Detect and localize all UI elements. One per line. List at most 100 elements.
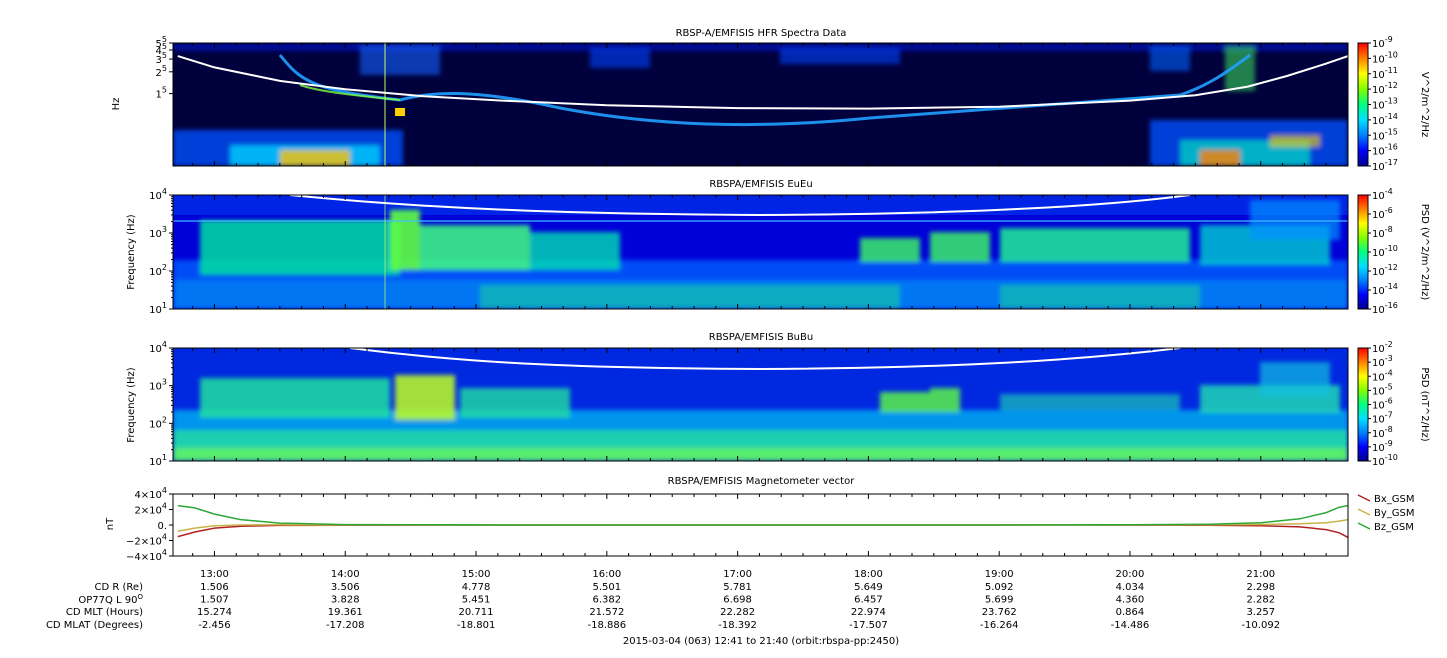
mag-legend: Bx_GSM By_GSM Bz_GSM [1357, 494, 1415, 533]
bubu-ytick-label-exponent: 2 [162, 415, 167, 424]
bubu-spectrogram [173, 348, 1348, 461]
bubu-ytick-label-exponent: 4 [162, 340, 167, 349]
hfr-panel: RBSP-A/EMFISIS HFR Spectra Data [111, 28, 1430, 173]
bubu-cb-tick-label: 10-6 [1372, 397, 1393, 412]
bubu-cb-tick-label: 10-9 [1372, 439, 1393, 454]
hfr-title: RBSP-A/EMFISIS HFR Spectra Data [676, 28, 847, 39]
bubu-cb-tick-label-mantissa: 10 [1372, 443, 1385, 454]
eueu-cb-tick-label-exponent: -10 [1385, 244, 1398, 253]
eph-value: 2.282 [1246, 595, 1275, 606]
hfr-cb-tick-label-exponent: -16 [1385, 143, 1398, 152]
eph-value: -10.092 [1241, 620, 1280, 631]
bubu-cb-tick-label-exponent: -9 [1385, 439, 1393, 448]
hfr-ytick-label-exponent: 5 [162, 86, 167, 95]
hfr-cb-tick-label-mantissa: 10 [1372, 131, 1385, 142]
bubu-cb-tick-label-mantissa: 10 [1372, 358, 1385, 369]
mag-ytick-label-mantissa: 0. [157, 521, 167, 532]
eph-label-r: CD R (Re) [95, 582, 144, 593]
bubu-cb-tick-label-exponent: -7 [1385, 411, 1393, 420]
ephemeris-table: CD R (Re) OP77Q L 90O CD MLT (Hours) CD … [46, 582, 1280, 631]
mag-ytick-label-mantissa: −2×10 [126, 537, 162, 548]
hfr-cb-tick-label: 10-10 [1372, 50, 1398, 65]
hfr-cb-tick-label: 10-15 [1372, 127, 1398, 142]
eueu-ytick-label-exponent: 3 [162, 225, 167, 234]
eueu-ytick-label-exponent: 1 [162, 301, 167, 310]
hfr-cb-tick-label-mantissa: 10 [1372, 116, 1385, 127]
eueu-cb-tick-label-mantissa: 10 [1372, 248, 1385, 259]
hfr-cb-tick-label: 10-17 [1372, 158, 1398, 173]
mag-title: RBSPA/EMFISIS Magnetometer vector [668, 476, 856, 487]
bubu-cb-tick-label-exponent: -10 [1385, 453, 1398, 462]
eph-value: 21.572 [589, 607, 624, 618]
hfr-ytick-label-exponent: 5 [162, 51, 167, 60]
bubu-cb-tick-label-exponent: -5 [1385, 382, 1393, 391]
eueu-ytick-label: 103 [149, 225, 167, 240]
eph-value: 3.828 [331, 595, 360, 606]
mag-ytick-label-exponent: 4 [162, 502, 167, 511]
hfr-cb-tick-label-exponent: -14 [1385, 112, 1398, 121]
hfr-y-label: Hz [111, 98, 122, 111]
hfr-ytick-label-exponent: 5 [162, 42, 167, 51]
mag-ytick-label-mantissa: −4×10 [126, 552, 162, 563]
eph-value: 5.781 [723, 582, 752, 593]
time-tick-label: 20:00 [1116, 569, 1145, 580]
mag-panel: RBSPA/EMFISIS Magnetometer vector 4×1042… [105, 476, 1415, 563]
mag-legend-swatch [1357, 508, 1371, 516]
eph-value: 15.274 [197, 607, 232, 618]
eueu-cb-tick-label-exponent: -8 [1385, 225, 1393, 234]
eueu-ytick-label-exponent: 4 [162, 187, 167, 196]
eueu-ytick-label-mantissa: 10 [149, 191, 162, 202]
hfr-cb-tick-label-mantissa: 10 [1372, 147, 1385, 158]
mag-ytick-label: 0. [157, 521, 167, 532]
hfr-cb-tick-label: 10-11 [1372, 66, 1398, 81]
bubu-cb-tick-label-exponent: -3 [1385, 354, 1393, 363]
eph-value: 2.298 [1246, 582, 1275, 593]
bubu-colorbar-label: PSD (nT^2/Hz) [1419, 367, 1430, 441]
hfr-cb-tick-label: 10-16 [1372, 143, 1398, 158]
time-tick-label: 16:00 [592, 569, 621, 580]
bubu-ytick-label: 104 [149, 340, 167, 355]
mag-ytick-label: 2×104 [134, 502, 167, 517]
eueu-cb-tick-label-mantissa: 10 [1372, 286, 1385, 297]
hfr-cb-tick-label-mantissa: 10 [1372, 85, 1385, 96]
eueu-title: RBSPA/EMFISIS EuEu [709, 179, 812, 190]
hfr-ytick-label-mantissa: 3 [156, 55, 162, 66]
hfr-ytick-label-mantissa: 4 [156, 46, 162, 57]
eph-value: -18.801 [457, 620, 496, 631]
bubu-cb-tick-label-exponent: -4 [1385, 368, 1393, 377]
eueu-ytick-label-exponent: 2 [162, 263, 167, 272]
eph-value: 6.382 [593, 595, 622, 606]
bubu-cb-tick-label-mantissa: 10 [1372, 415, 1385, 426]
hfr-ytick-label-exponent: 5 [162, 35, 167, 44]
bubu-ytick-label: 101 [149, 453, 167, 468]
bubu-ytick-label-mantissa: 10 [149, 382, 162, 393]
eph-value: 5.649 [854, 582, 883, 593]
eueu-ytick-label-mantissa: 10 [149, 267, 162, 278]
eueu-y-label: Frequency (Hz) [126, 214, 137, 290]
eph-value: -18.392 [718, 620, 757, 631]
eueu-cb-tick-label-mantissa: 10 [1372, 210, 1385, 221]
hfr-hotspot [395, 108, 405, 116]
eph-value: 5.092 [985, 582, 1014, 593]
bubu-colorbar-bar [1357, 347, 1369, 462]
eueu-colorbar-label: PSD (V^2/m^2/Hz) [1419, 204, 1430, 301]
mag-legend-label: Bx_GSM [1374, 494, 1415, 505]
mag-ytick-label-exponent: 4 [162, 486, 167, 495]
eph-values: 1.506 3.506 4.778 5.501 5.781 5.649 5.092 4.034… [197, 582, 1280, 631]
eph-label-l: OP77Q L 90O [78, 593, 143, 606]
eueu-cb-tick-label-exponent: -12 [1385, 263, 1398, 272]
mag-ytick-label: −4×104 [126, 548, 167, 563]
hfr-ytick-label: 15 [156, 86, 167, 101]
time-tick-label: 17:00 [723, 569, 752, 580]
eueu-cb-tick-label-mantissa: 10 [1372, 191, 1385, 202]
mag-legend-swatch [1357, 494, 1371, 502]
time-ticks [192, 43, 1349, 556]
hfr-cb-tick-label: 10-12 [1372, 81, 1398, 96]
eph-value: -17.507 [849, 620, 888, 631]
eph-value: 4.778 [462, 582, 491, 593]
eph-value: 5.501 [593, 582, 622, 593]
